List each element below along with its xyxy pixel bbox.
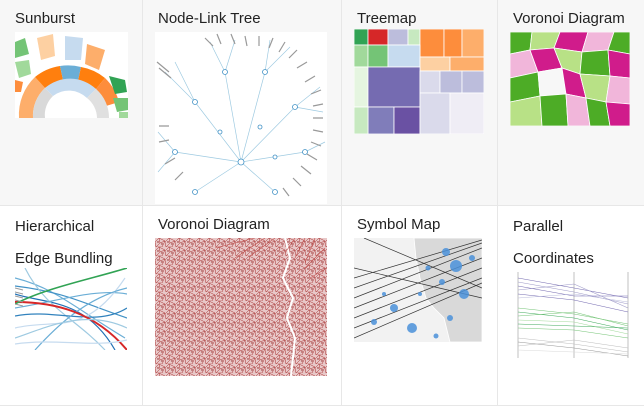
voronoi-map-thumbnail[interactable]	[155, 238, 327, 376]
gallery-item-title: Voronoi Diagram	[513, 10, 625, 27]
voronoi-thumbnail[interactable]	[510, 32, 630, 126]
gallery-item-treemap[interactable]: Treemap	[342, 0, 498, 206]
gallery-item-symbol-map[interactable]: Symbol Map	[342, 206, 498, 406]
gallery-item-title: Parallel Coordinates	[513, 218, 594, 267]
edge-bundling-thumbnail[interactable]	[15, 268, 127, 350]
gallery-item-hierarchical-edge-bundling[interactable]: Hierarchical Edge Bundling	[0, 206, 143, 406]
gallery-item-sunburst[interactable]: Sunburst	[0, 0, 143, 206]
gallery-item-title: Treemap	[357, 10, 417, 27]
gallery-item-title: Node-Link Tree	[158, 10, 261, 27]
gallery-item-title: Symbol Map	[357, 216, 441, 233]
symbol-map-thumbnail[interactable]	[354, 238, 482, 342]
node-link-tree-thumbnail[interactable]	[155, 32, 327, 204]
gallery-item-title: Hierarchical Edge Bundling	[15, 218, 113, 267]
gallery-item-parallel-coordinates[interactable]: Parallel Coordinates	[498, 206, 644, 406]
gallery-item-title: Voronoi Diagram	[158, 216, 270, 233]
gallery-item-title: Sunburst	[15, 10, 76, 27]
sunburst-thumbnail[interactable]	[15, 32, 128, 118]
parallel-coordinates-thumbnail[interactable]	[510, 268, 630, 362]
gallery-item-voronoi-diagram-2[interactable]: Voronoi Diagram	[143, 206, 342, 406]
gallery-item-voronoi-diagram[interactable]: Voronoi Diagram	[498, 0, 644, 206]
gallery-item-node-link-tree[interactable]: Node-Link Tree	[143, 0, 342, 206]
treemap-thumbnail[interactable]	[354, 29, 484, 134]
